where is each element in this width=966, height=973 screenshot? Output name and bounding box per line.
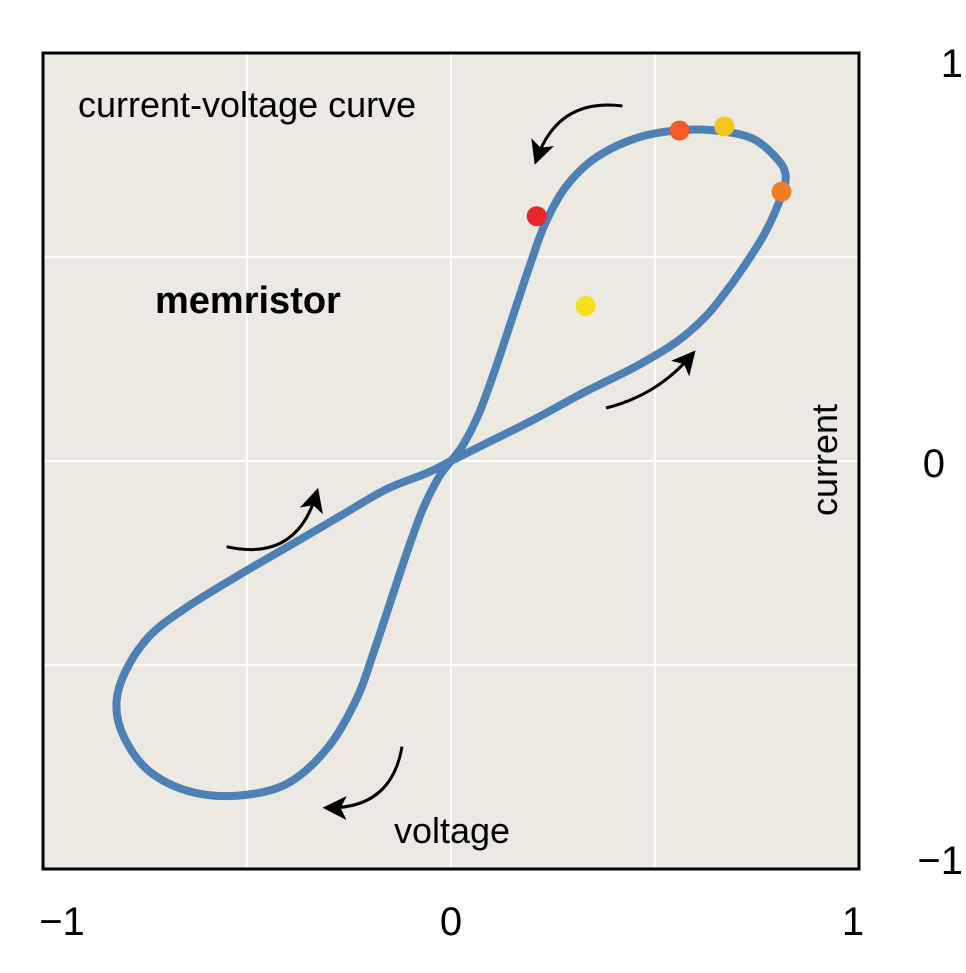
- highlight-point: [526, 206, 547, 227]
- y-tick-label-max: 1: [941, 42, 963, 86]
- direction-arrow: [322, 746, 404, 820]
- iv-hysteresis-curve: [112, 125, 790, 801]
- highlight-point: [771, 181, 792, 202]
- direction-arrows: [226, 103, 696, 820]
- direction-arrow: [226, 487, 323, 552]
- plot-frame: [41, 51, 861, 871]
- memristor-annotation: memristor: [155, 280, 341, 322]
- x-tick-label-min: −1: [39, 900, 85, 944]
- x-tick-label-max: 1: [842, 900, 864, 944]
- y-tick-label-min: −1: [917, 839, 963, 883]
- x-tick-label-zero: 0: [440, 900, 462, 944]
- highlight-point: [669, 120, 690, 141]
- highlight-point: [714, 116, 735, 137]
- highlight-point: [575, 295, 596, 316]
- x-axis-label: voltage: [394, 810, 510, 851]
- direction-arrow: [605, 350, 696, 410]
- direction-arrow: [531, 103, 623, 165]
- chart-title: current-voltage curve: [78, 84, 416, 125]
- y-tick-label-zero: 0: [923, 442, 945, 486]
- highlight-points: [526, 116, 792, 316]
- y-axis-label: current: [804, 404, 845, 516]
